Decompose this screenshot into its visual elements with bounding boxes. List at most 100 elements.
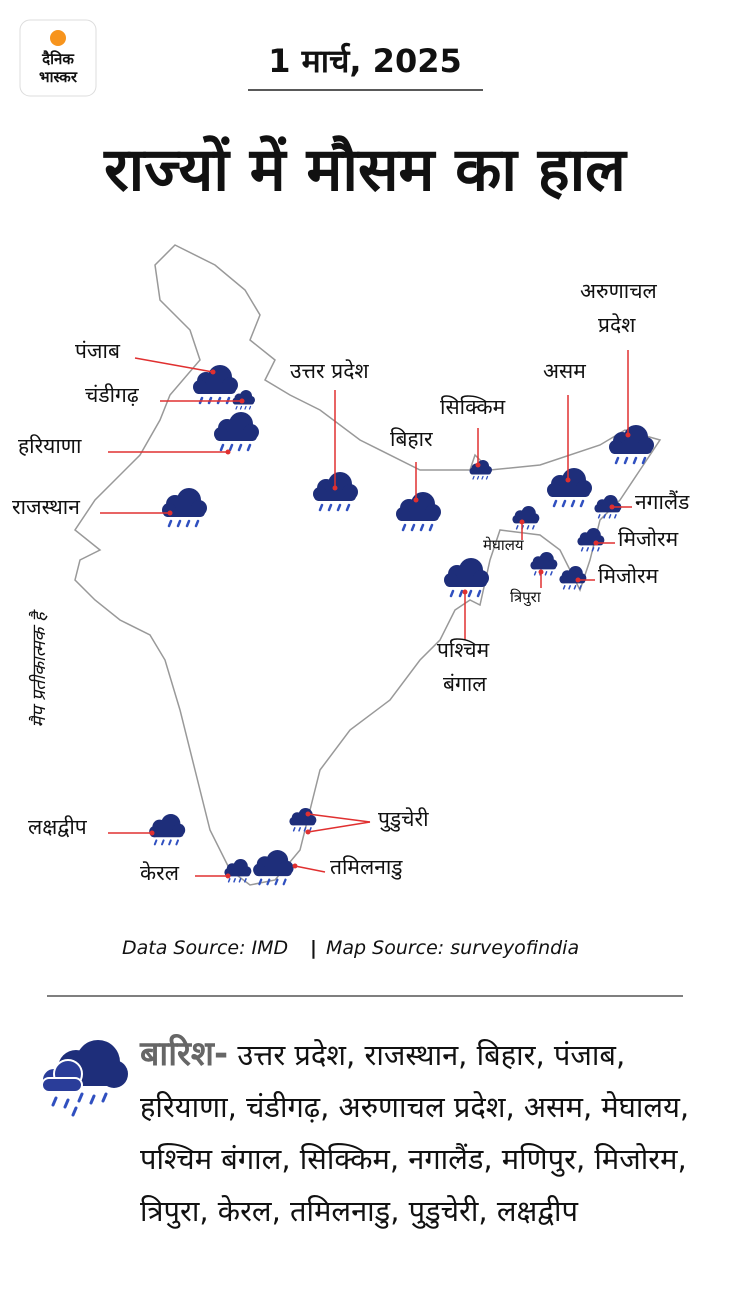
cloud-base <box>397 512 439 521</box>
cloud-base <box>548 488 590 497</box>
rain-drop <box>476 475 480 480</box>
rain-drop <box>476 589 482 598</box>
leader-line <box>307 813 371 823</box>
rain-drop <box>449 589 455 598</box>
rain-cloud <box>193 365 238 405</box>
rain-drop <box>244 878 247 883</box>
rain-drop <box>274 878 279 886</box>
rain-drop <box>238 878 242 883</box>
state-label: प्रदेश <box>598 313 636 337</box>
rain-drop <box>419 523 425 532</box>
rain-cloud <box>547 468 592 508</box>
rain-drop <box>623 456 629 465</box>
state-label: केरल <box>140 861 180 885</box>
rain-drop <box>614 456 620 465</box>
rain-drop <box>550 571 553 576</box>
leader-dot <box>149 830 155 836</box>
rain-cloud <box>289 808 317 832</box>
rain-drop <box>603 514 606 519</box>
rain-drop <box>573 585 577 590</box>
state-label: बंगाल <box>443 672 487 696</box>
rain-drop <box>586 547 589 552</box>
rain-drop <box>467 589 473 598</box>
india-outline <box>73 244 662 886</box>
rain-drop <box>160 839 165 846</box>
rain-drop <box>336 503 342 512</box>
rain-drop <box>544 571 548 576</box>
logo-text: भास्कर <box>39 68 78 86</box>
legend-label: बारिश- <box>140 1034 229 1074</box>
legend-icon <box>41 1040 128 1117</box>
logo-text: दैनिक <box>41 50 75 68</box>
cloud-base <box>215 432 257 441</box>
rain-drop <box>614 514 617 519</box>
rain-drop <box>176 519 182 528</box>
rain-drop <box>641 456 647 465</box>
rain-drop <box>175 839 180 846</box>
legend-states: उत्तर प्रदेश, राजस्थान, बिहार, पंजाब, हर… <box>140 1038 690 1228</box>
rain-drop <box>194 519 200 528</box>
logo-box <box>19 19 97 97</box>
state-label: पश्चिम <box>437 638 490 662</box>
leader-dot <box>565 477 571 483</box>
rain-drop <box>303 827 307 832</box>
rain-drop <box>608 514 612 519</box>
logo-sun <box>50 30 66 46</box>
rain-drop <box>552 499 558 508</box>
rain-cloud <box>469 460 492 480</box>
rain-drop <box>244 405 247 410</box>
cloud-base <box>513 518 539 524</box>
cloud-base <box>314 492 356 501</box>
leader-dot <box>625 432 631 438</box>
rain-drop <box>533 571 537 576</box>
leader-dot <box>575 577 581 583</box>
rain-drop <box>532 525 535 530</box>
rain-drop <box>318 503 324 512</box>
state-label: मिजोरम <box>618 527 679 551</box>
rain-drop <box>153 839 158 846</box>
rain-cloud <box>609 425 654 465</box>
leader-dot <box>239 398 245 404</box>
leader-dot <box>305 811 311 817</box>
rain-drop <box>562 585 566 590</box>
rain-cloud <box>214 412 259 452</box>
rain-cloud <box>530 552 558 576</box>
leader-dot <box>305 829 311 835</box>
leader-dot <box>475 462 481 468</box>
leader-dot <box>167 510 173 516</box>
state-label: नगालैंड <box>635 490 690 514</box>
state-label: लक्षद्वीप <box>28 815 88 839</box>
state-label: सिक्किम <box>440 395 506 419</box>
state-label: पंजाब <box>75 339 121 363</box>
leader-line <box>307 821 371 833</box>
leader-line <box>134 357 214 373</box>
rain-drop <box>309 827 312 832</box>
cloud-base <box>150 830 184 838</box>
rain-drop <box>239 405 243 410</box>
rain-drop <box>248 405 252 410</box>
cloud-base <box>163 508 205 517</box>
state-label: हरियाणा <box>18 434 82 458</box>
rain-drop <box>327 503 333 512</box>
rain-cloud <box>396 492 441 532</box>
leader-dot <box>462 589 468 595</box>
rain-cloud <box>444 558 489 598</box>
rain-drop <box>632 456 638 465</box>
map-canvas: दैनिक भास्कर 1 मार्च, 2025 राज्यों में म… <box>12 19 690 997</box>
rain-cloud <box>313 472 358 512</box>
cloud-base <box>254 868 292 877</box>
rain-drop <box>580 547 584 552</box>
rain-cloud <box>149 814 186 846</box>
rain-drop <box>237 443 243 452</box>
rain-drop <box>292 827 296 832</box>
rain-drop <box>568 585 571 590</box>
cloud-base <box>194 385 236 394</box>
leader-dot <box>225 449 231 455</box>
state-label: पुडुचेरी <box>378 807 429 832</box>
state-label: तमिलनाडु <box>330 855 403 880</box>
rain-drop <box>298 827 301 832</box>
rain-drop <box>579 499 585 508</box>
separator: | <box>310 937 317 959</box>
cloud-base <box>290 820 316 826</box>
